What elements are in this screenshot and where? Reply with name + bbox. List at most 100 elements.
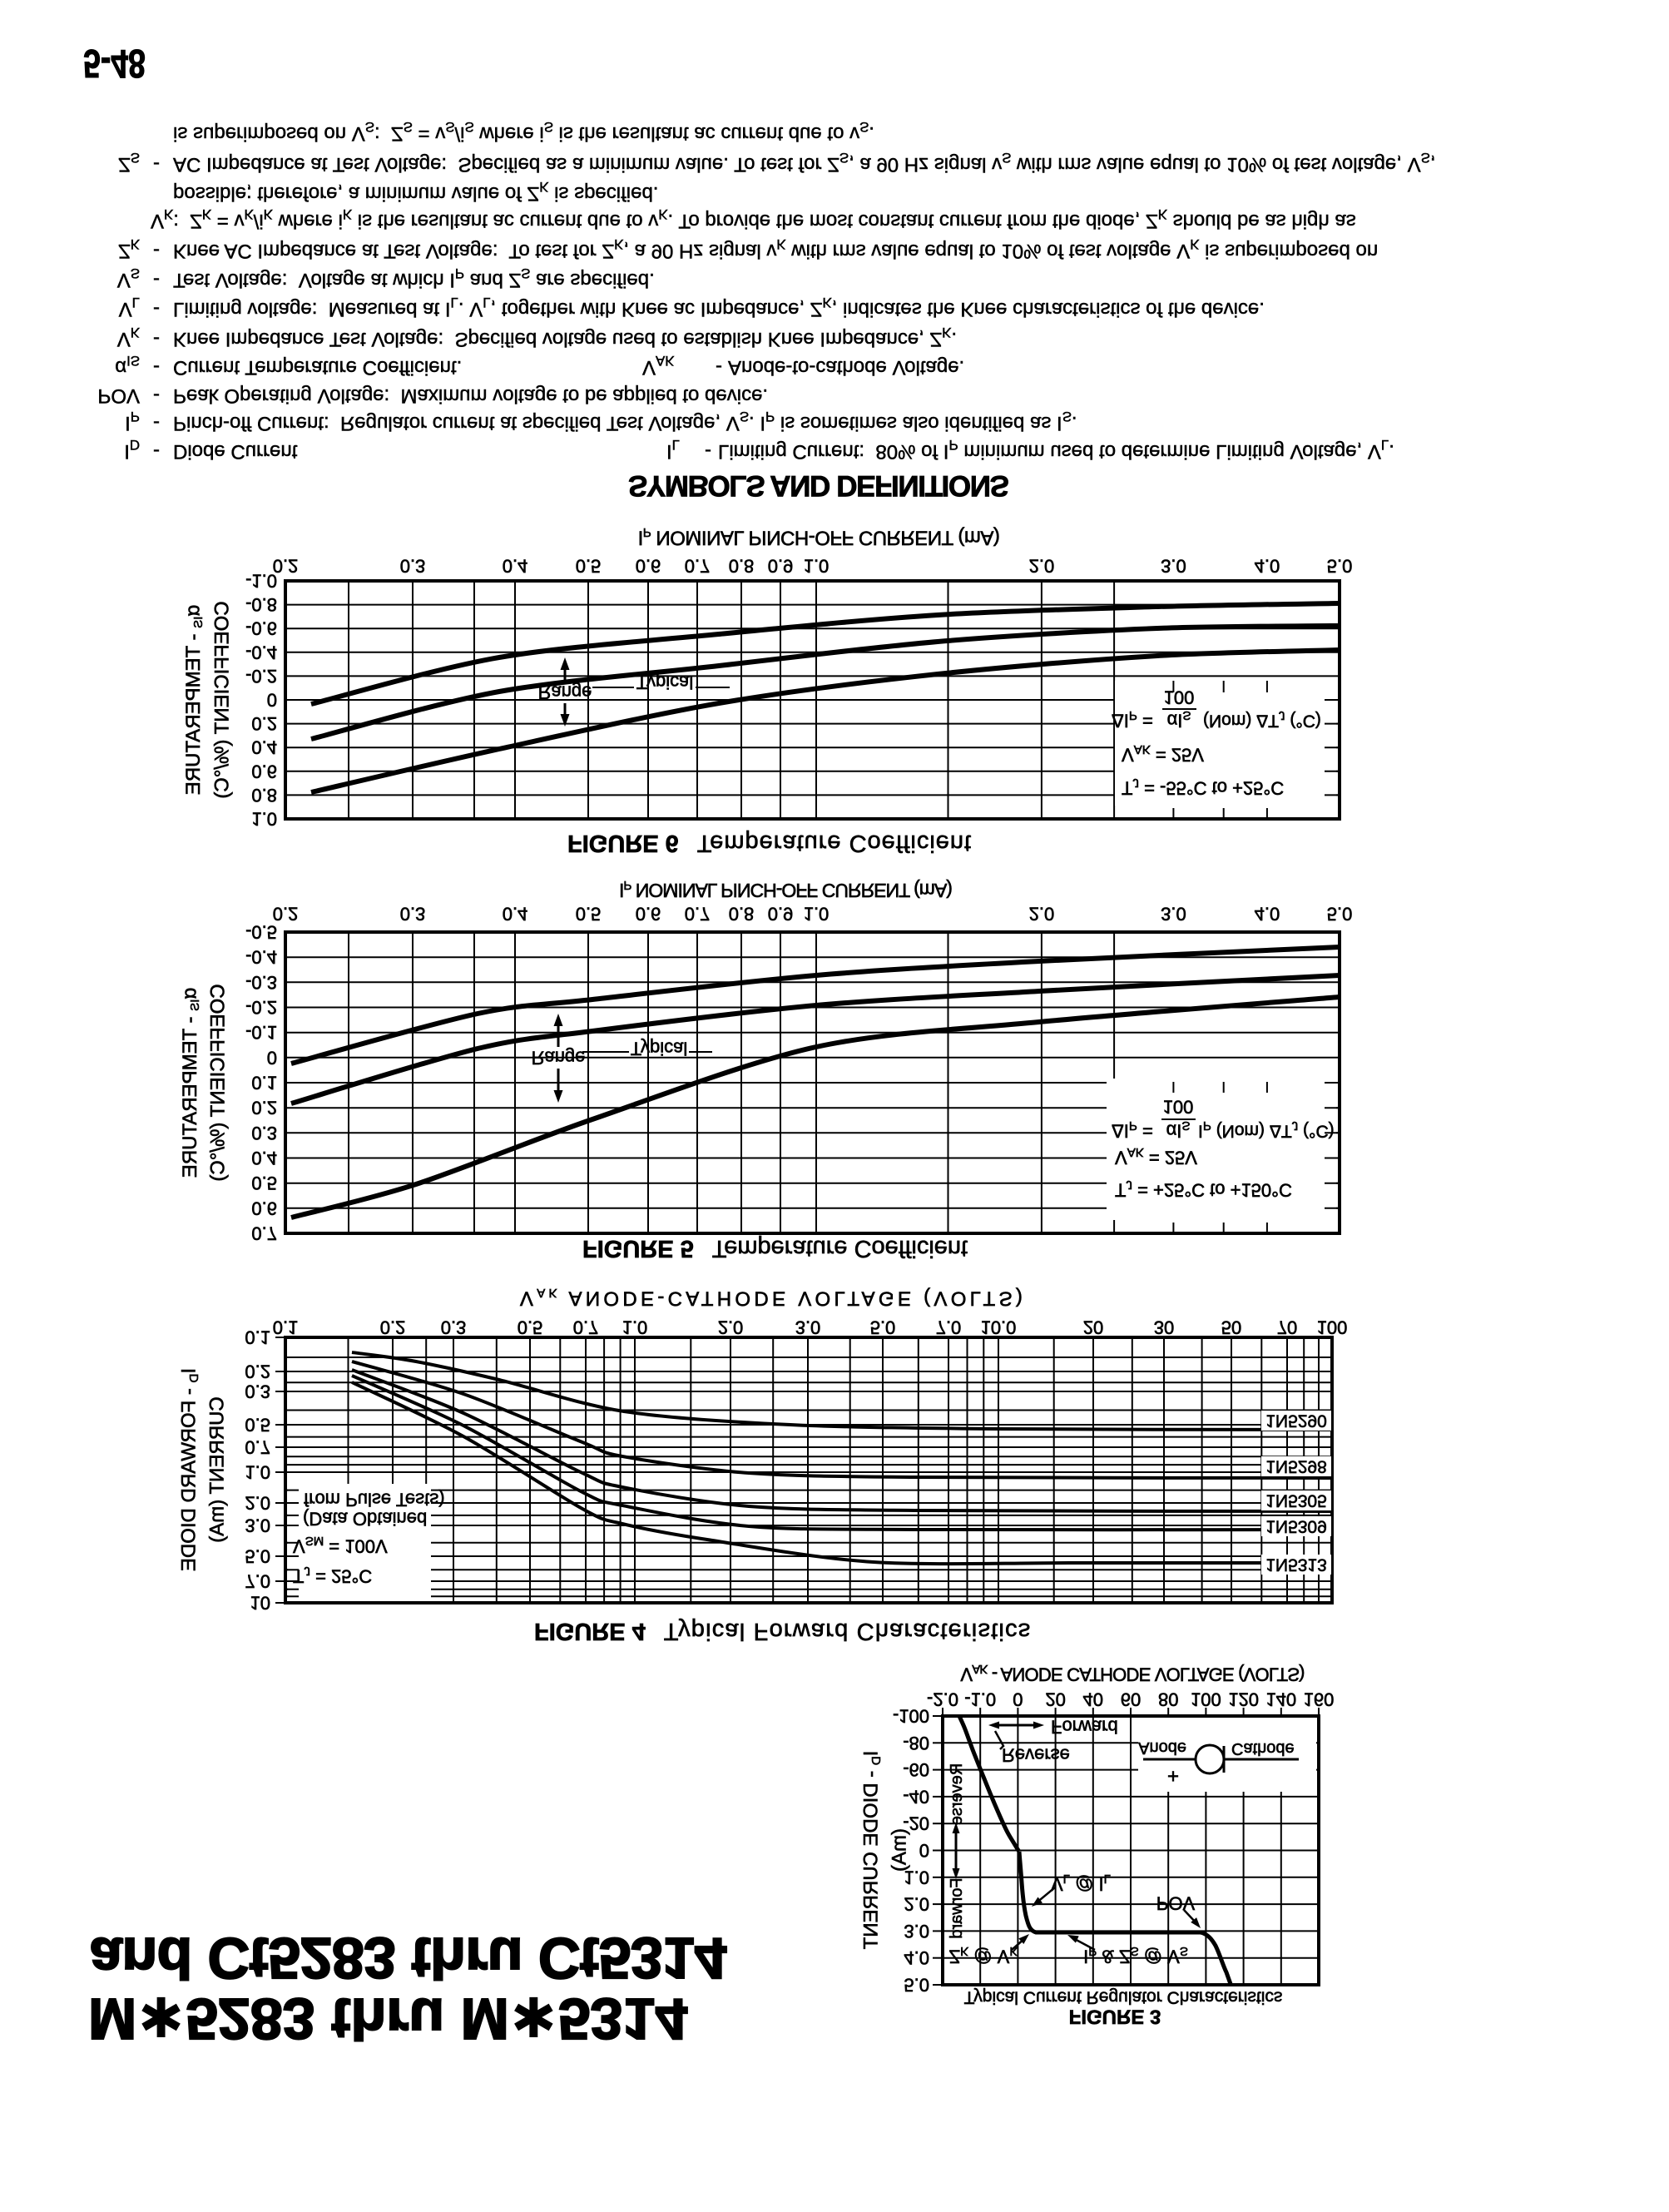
svg-text:120: 120 — [1228, 1689, 1259, 1710]
svg-text:2.0: 2.0 — [904, 1894, 929, 1915]
svg-text:80: 80 — [1158, 1689, 1178, 1710]
svg-text:TJ​ = +25°C to +150°C: TJ​ = +25°C to +150°C — [1115, 1178, 1292, 1201]
svg-text:-0.4: -0.4 — [245, 947, 277, 968]
svg-text:-0.1: -0.1 — [245, 1022, 277, 1043]
svg-text:COEFFICIENT (%/°C): COEFFICIENT (%/°C) — [211, 601, 234, 798]
svg-text:ID​ - FORWARD DIODE: ID​ - FORWARD DIODE — [178, 1368, 201, 1571]
svg-text:1N5309: 1N5309 — [1265, 1517, 1327, 1536]
svg-text:2.0: 2.0 — [718, 1317, 744, 1338]
svg-text:1N5313: 1N5313 — [1265, 1555, 1327, 1575]
svg-text:30: 30 — [1154, 1317, 1174, 1338]
svg-text:ID​ - DIODE CURRENT: ID​ - DIODE CURRENT — [860, 1751, 884, 1950]
svg-text:0.3: 0.3 — [400, 904, 426, 925]
svg-text:0.3: 0.3 — [245, 1381, 270, 1402]
svg-text:0.1: 0.1 — [251, 1073, 277, 1094]
svg-text:0.1: 0.1 — [273, 1317, 299, 1338]
svg-text:IP​ & ZS​ @ VS​: IP​ & ZS​ @ VS​ — [1083, 1945, 1188, 1967]
svg-text:10: 10 — [250, 1593, 270, 1614]
svg-text:1.0: 1.0 — [622, 1317, 648, 1338]
svg-text:0.3: 0.3 — [400, 556, 426, 577]
svg-text:from Pulse Tests): from Pulse Tests) — [304, 1490, 445, 1510]
svg-text:Forward: Forward — [1051, 1717, 1118, 1738]
svg-text:0.2: 0.2 — [251, 713, 277, 734]
svg-text:2.0: 2.0 — [245, 1493, 270, 1514]
svg-text:0.6: 0.6 — [251, 1198, 277, 1218]
svg-text:ΔIP​ =: ΔIP​ = — [1112, 709, 1153, 732]
svg-text:0.7: 0.7 — [573, 1317, 599, 1338]
svg-text:3.0: 3.0 — [245, 1515, 270, 1536]
svg-text:20: 20 — [1083, 1317, 1103, 1338]
svg-text:0.7: 0.7 — [245, 1437, 270, 1458]
svg-text:-20: -20 — [903, 1813, 929, 1834]
svg-text:-60: -60 — [903, 1759, 929, 1780]
svg-text:1N5305: 1N5305 — [1265, 1491, 1327, 1510]
svg-text:αIS - TEMPERATURE: αIS - TEMPERATURE — [182, 605, 206, 796]
svg-text:1N5298: 1N5298 — [1265, 1457, 1327, 1476]
svg-text:10.0: 10.0 — [981, 1317, 1017, 1338]
svg-text:-0.2: -0.2 — [245, 666, 277, 687]
svg-text:1.0: 1.0 — [245, 1462, 270, 1483]
svg-text:0: 0 — [267, 690, 277, 711]
svg-text:Typical Current Regulator Char: Typical Current Regulator Characteristic… — [964, 1988, 1283, 2007]
svg-text:100: 100 — [1163, 1097, 1194, 1118]
svg-text:FIGURE 3: FIGURE 3 — [1069, 2006, 1161, 2028]
svg-text:100: 100 — [1164, 687, 1195, 708]
svg-text:-40: -40 — [903, 1786, 929, 1807]
svg-text:0.2: 0.2 — [380, 1317, 406, 1338]
svg-text:(Nom) ΔTJ​ (°C): (Nom) ΔTJ​ (°C) — [1203, 709, 1321, 731]
svg-text:(Data Obtained: (Data Obtained — [303, 1509, 427, 1530]
svg-text:1.0: 1.0 — [251, 809, 277, 830]
svg-text:1.0: 1.0 — [804, 556, 830, 577]
svg-text:-2.0: -2.0 — [927, 1689, 958, 1710]
svg-text:0.4: 0.4 — [503, 904, 528, 925]
svg-text:3.0: 3.0 — [795, 1317, 821, 1338]
svg-text:4.0: 4.0 — [1255, 904, 1280, 925]
svg-text:IP​ NOMINAL PINCH-OFF CURRENT: IP​ NOMINAL PINCH-OFF CURRENT (mA) — [619, 879, 952, 902]
svg-text:Forward: Forward — [948, 1877, 966, 1938]
svg-text:0.4: 0.4 — [251, 1148, 277, 1168]
svg-text:40: 40 — [1083, 1689, 1103, 1710]
svg-text:ZK​ @ VK​: ZK​ @ VK​ — [949, 1945, 1018, 1967]
svg-text:-1.0: -1.0 — [245, 571, 277, 592]
svg-text:0.7: 0.7 — [685, 556, 711, 577]
svg-text:0.7: 0.7 — [251, 1223, 277, 1244]
svg-text:140: 140 — [1265, 1689, 1296, 1710]
svg-text:50: 50 — [1221, 1317, 1241, 1338]
svg-text:0.7: 0.7 — [685, 904, 711, 925]
svg-text:CURRENT (mA): CURRENT (mA) — [206, 1396, 229, 1543]
svg-text:αIS - TEMPERATURE: αIS - TEMPERATURE — [179, 988, 202, 1178]
svg-text:20: 20 — [1045, 1689, 1065, 1710]
svg-text:0: 0 — [1013, 1689, 1023, 1710]
svg-text:0.5: 0.5 — [576, 904, 602, 925]
svg-text:0.6: 0.6 — [636, 556, 661, 577]
svg-text:60: 60 — [1121, 1689, 1141, 1710]
svg-text:IP​ (Nom) ΔTJ​ (°C): IP​ (Nom) ΔTJ​ (°C) — [1198, 1119, 1335, 1141]
svg-text:7.0: 7.0 — [245, 1571, 270, 1592]
svg-text:1.0: 1.0 — [904, 1867, 929, 1887]
svg-text:0.6: 0.6 — [251, 761, 277, 781]
svg-text:5.0: 5.0 — [245, 1546, 270, 1567]
svg-text:IP​ NOMINAL PINCH-OFF CURRENT: IP​ NOMINAL PINCH-OFF CURRENT (mA) — [638, 526, 1000, 549]
svg-text:(mA): (mA) — [889, 1828, 911, 1872]
svg-text:-0.8: -0.8 — [245, 594, 277, 615]
svg-text:0.9: 0.9 — [768, 904, 794, 925]
svg-text:4.0: 4.0 — [904, 1947, 929, 1968]
svg-text:5.0: 5.0 — [1327, 904, 1353, 925]
svg-text:ΔIP​ =: ΔIP​ = — [1112, 1119, 1153, 1142]
svg-text:-0.4: -0.4 — [245, 642, 277, 662]
svg-text:0.4: 0.4 — [251, 737, 277, 758]
svg-text:100: 100 — [1317, 1317, 1348, 1338]
svg-text:5.0: 5.0 — [870, 1317, 896, 1338]
svg-text:Range: Range — [538, 682, 592, 703]
svg-text:3.0: 3.0 — [1161, 556, 1186, 577]
svg-text:VAK​ - ANODE CATHODE VOLTAGE (: VAK​ - ANODE CATHODE VOLTAGE (VOLTS) — [960, 1663, 1304, 1685]
svg-text:COEFFICIENT (%/°C): COEFFICIENT (%/°C) — [207, 984, 230, 1181]
svg-text:1N5290: 1N5290 — [1265, 1411, 1327, 1431]
svg-text:0.9: 0.9 — [768, 556, 794, 577]
svg-text:0.4: 0.4 — [503, 556, 528, 577]
svg-text:7.0: 7.0 — [936, 1317, 962, 1338]
svg-text:Cathode: Cathode — [1231, 1739, 1295, 1758]
svg-text:-0.6: -0.6 — [245, 618, 277, 639]
svg-text:0.8: 0.8 — [729, 904, 755, 925]
svg-text:0.3: 0.3 — [441, 1317, 467, 1338]
